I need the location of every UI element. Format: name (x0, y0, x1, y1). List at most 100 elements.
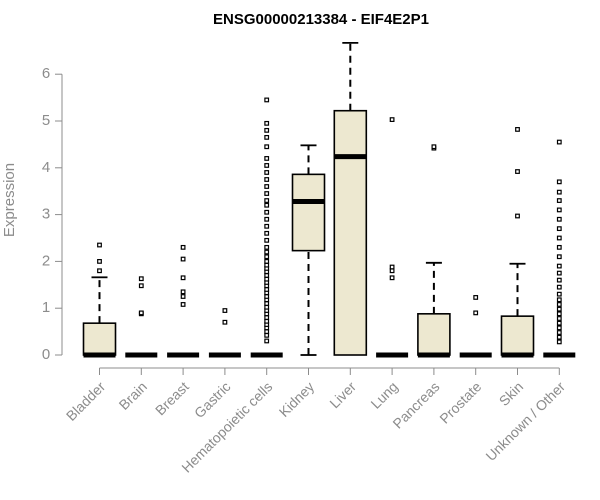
outlier-point (180, 244, 186, 250)
y-tick-label: 4 (42, 159, 50, 176)
outlier-point (515, 127, 520, 132)
outlier-point (515, 169, 520, 174)
outlier-point (556, 235, 562, 241)
x-tick-label: Bladder (63, 378, 109, 424)
box-group (82, 242, 117, 358)
outlier-point (556, 320, 562, 326)
outlier-point (264, 202, 270, 208)
x-tick-label: Unknown / Other (482, 378, 568, 464)
outlier-point (473, 295, 479, 300)
x-tick-label: Kidney (276, 378, 318, 420)
outlier-point (264, 244, 270, 250)
outlier-point (264, 273, 270, 278)
outlier-point (264, 177, 270, 182)
outlier-point (264, 134, 270, 140)
outlier-point (556, 198, 562, 203)
outlier-point (556, 207, 562, 213)
outlier-point (97, 259, 102, 264)
outlier-point (556, 334, 562, 340)
outlier-point (389, 268, 395, 274)
outlier-point (264, 259, 270, 264)
outlier-point (556, 330, 562, 335)
x-tick-label: Skin (496, 378, 527, 409)
outlier-point (264, 170, 270, 175)
box-group (167, 244, 200, 358)
outlier-point (264, 237, 270, 243)
outlier-point (97, 268, 102, 274)
y-tick-label: 2 (42, 252, 50, 269)
x-tick-label: Lung (367, 378, 400, 411)
outlier-point (264, 254, 270, 260)
outlier-point (264, 191, 270, 196)
outlier-point (556, 189, 562, 195)
x-tick-label: Prostate (436, 378, 484, 426)
outlier-point (180, 302, 186, 307)
outlier-point (556, 254, 562, 260)
y-tick-label: 5 (42, 112, 50, 129)
y-tick-label: 1 (42, 299, 50, 316)
y-tick-label: 6 (42, 65, 50, 82)
outlier-point (556, 277, 562, 283)
box-group (333, 41, 368, 356)
outlier-point (264, 144, 270, 150)
x-tick-label: Brain (116, 378, 150, 412)
outlier-point (556, 297, 562, 303)
outlier-point (556, 216, 562, 222)
outlier-point (556, 339, 562, 345)
y-axis-label: Expression (1, 163, 18, 237)
outlier-point (264, 230, 270, 236)
outlier-point (264, 198, 270, 203)
outlier-point (389, 275, 395, 281)
box-group (291, 144, 326, 356)
outlier-point (138, 276, 144, 282)
outlier-point (556, 263, 562, 269)
box-group (376, 117, 409, 358)
y-tick-label: 0 (42, 346, 50, 363)
outlier-point (264, 216, 270, 222)
x-tick-label: Breast (152, 378, 192, 418)
outlier-point (264, 332, 270, 338)
outlier-point (97, 242, 102, 248)
outlier-point (515, 213, 520, 219)
outlier-point (264, 338, 270, 344)
outlier-point (264, 97, 270, 103)
outlier-point (556, 284, 562, 290)
outlier-point (264, 127, 270, 133)
outlier-point (556, 179, 562, 185)
outlier-point (556, 244, 562, 250)
outlier-point (473, 310, 479, 316)
outlier-point (264, 287, 270, 292)
box-group (417, 144, 451, 358)
outlier-point (264, 315, 270, 320)
outlier-point (264, 301, 270, 306)
outlier-point (180, 289, 186, 295)
outlier-point (556, 139, 562, 145)
chart-title: ENSG00000213384 - EIF4E2P1 (213, 11, 429, 28)
box-group (125, 276, 158, 358)
box-group (543, 139, 576, 358)
outlier-point (264, 184, 270, 189)
outlier-point (264, 318, 270, 324)
outlier-point (138, 283, 144, 289)
box-group (500, 127, 535, 358)
outlier-point (556, 316, 562, 321)
outlier-point (264, 304, 270, 310)
outlier-point (138, 310, 144, 316)
outlier-point (556, 302, 562, 307)
box-body (417, 313, 451, 356)
y-tick-label: 3 (42, 206, 50, 223)
box-body (291, 173, 326, 252)
outlier-point (264, 249, 270, 255)
outlier-point (556, 226, 562, 232)
outlier-point (264, 329, 270, 334)
outlier-point (264, 156, 270, 161)
outlier-point (556, 291, 562, 297)
outlier-point (556, 311, 562, 317)
outlier-point (389, 117, 395, 122)
outlier-point (264, 120, 270, 126)
box-group (250, 97, 283, 358)
x-tick-label: Liver (326, 378, 359, 411)
box-body (82, 322, 117, 356)
